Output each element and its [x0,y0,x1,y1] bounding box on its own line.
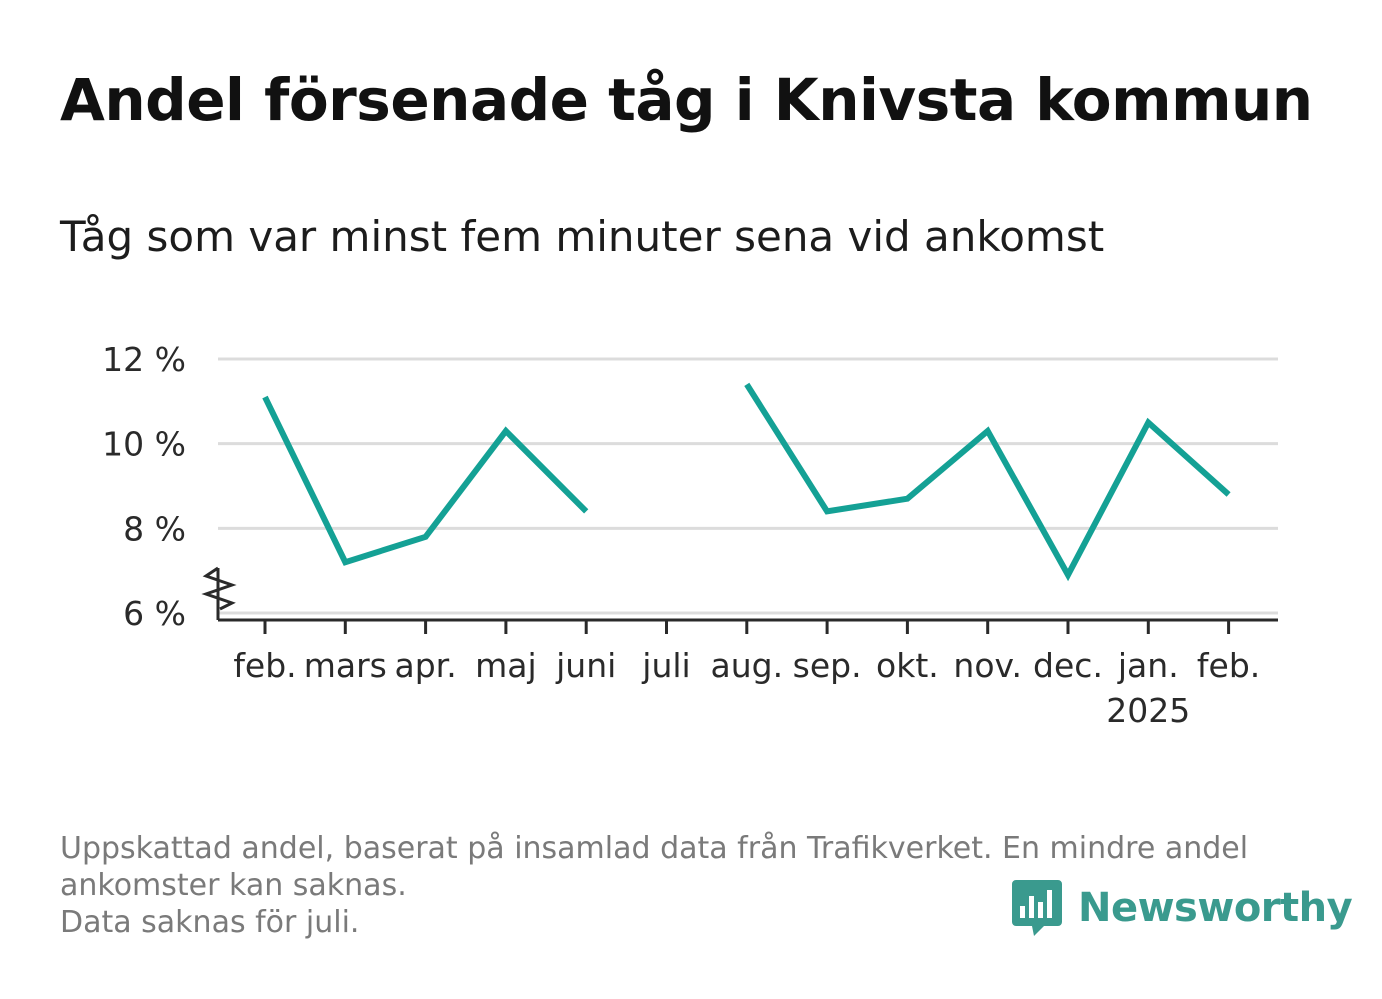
y-tick-label: 8 % [123,509,186,548]
series-line [744,382,1231,582]
y-tick-label: 12 % [102,340,186,379]
footer-line-3: Data saknas för juli. [60,905,360,940]
x-tick-label: feb. [1197,646,1260,685]
x-tick-label: juli [641,646,690,685]
line-chart: 6 %8 %10 %12 % feb. mars apr. maj juni juli au… [102,340,1278,730]
x-tick-label: mars [304,646,387,685]
brand-logo: Newsworthy [1010,878,1353,938]
gridlines [218,357,1278,615]
x-tick-label: maj [475,646,537,685]
y-tick-label: 10 % [102,425,186,464]
x-axis-ticks: feb. mars apr. maj juni juli aug. sep. okt. nov. d… [233,620,1260,730]
data-series [262,382,1231,582]
x-tick-label: apr. [394,646,456,685]
x-tick-label: nov. [953,646,1022,685]
y-tick-label: 6 % [123,594,186,633]
chart-title: Andel försenade tåg i Knivsta kommun [60,66,1313,134]
year-label: 2025 [1106,691,1190,730]
x-tick-label: aug. [711,646,784,685]
x-tick-label: okt. [876,646,939,685]
x-tick-label: juni [555,646,616,685]
footer-line-2: ankomster kan saknas. [60,868,407,903]
y-axis-labels: 6 % 8 % 10 % 12 % [102,340,186,633]
y-axis-break-icon [201,566,237,611]
x-tick-label: sep. [793,646,862,685]
chart-subtitle: Tåg som var minst fem minuter sena vid a… [60,212,1105,261]
footer-note: Uppskattad andel, baserat på insamlad da… [60,830,1320,941]
x-tick-label: dec. [1033,646,1103,685]
series-line [262,395,589,566]
footer-line-1: Uppskattad andel, baserat på insamlad da… [60,831,1249,866]
x-tick-label: feb. [233,646,296,685]
bar-chart-speech-bubble-icon [1012,880,1062,936]
brand-name: Newsworthy [1078,885,1353,931]
x-tick-label: jan. [1117,646,1179,685]
